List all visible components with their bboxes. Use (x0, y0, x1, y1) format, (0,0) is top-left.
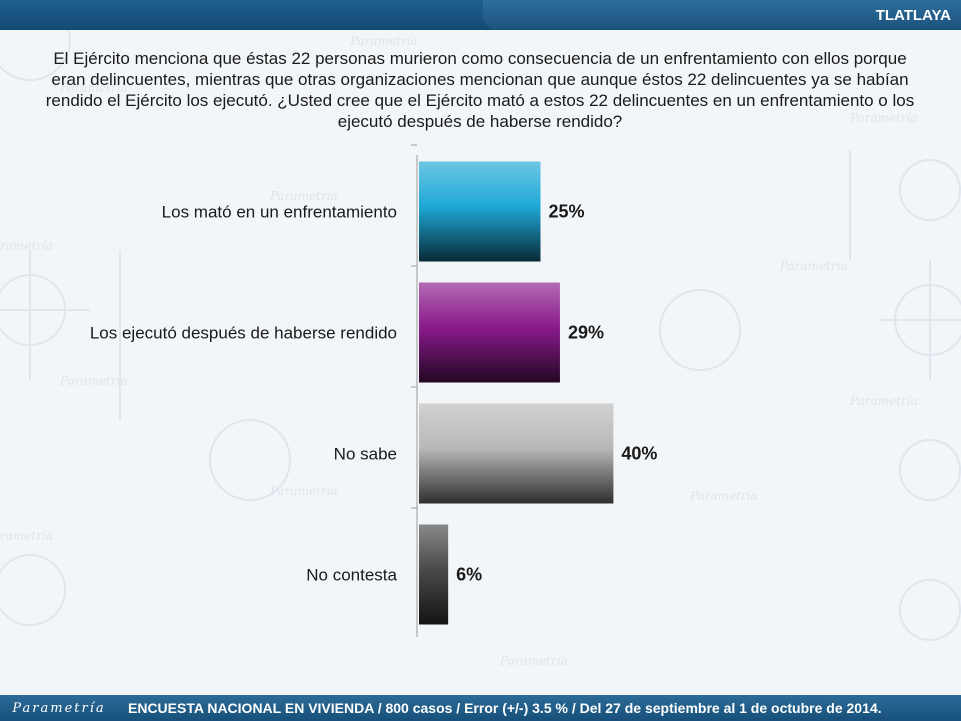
top-bar: TLATLAYA (0, 0, 961, 30)
question-text: El Ejército menciona que éstas 22 person… (45, 49, 915, 131)
category-label: No sabe (334, 445, 397, 464)
data-label: 29% (568, 323, 604, 343)
svg-text:Parametría: Parametría (499, 654, 568, 668)
svg-text:rametría: rametría (0, 529, 53, 543)
data-label: 25% (549, 202, 585, 222)
bar-chart: Los mató en un enfrentamiento 25% Los ejec… (90, 144, 657, 637)
section-tab: TLATLAYA (483, 0, 961, 30)
bar-4 (419, 524, 449, 625)
bar-2 (419, 282, 560, 383)
svg-text:Parametría: Parametría (269, 484, 338, 498)
category-label: Los mató en un enfrentamiento (162, 203, 397, 222)
footer-logo: Parametría (12, 700, 106, 716)
svg-text:Parametría: Parametría (59, 81, 128, 95)
svg-text:Parametría: Parametría (779, 259, 848, 273)
data-label: 40% (621, 444, 657, 464)
svg-text:rametría: rametría (0, 239, 53, 253)
category-label: Los ejecutó después de haberse rendido (90, 324, 397, 343)
section-title: TLATLAYA (875, 6, 951, 24)
svg-text:Parametría: Parametría (689, 489, 758, 503)
svg-text:Parametría: Parametría (849, 111, 918, 125)
footer-bar: Parametría ENCUESTA NACIONAL EN VIVIENDA… (0, 695, 961, 721)
bar-1 (419, 161, 541, 262)
category-label: No contesta (306, 566, 397, 585)
svg-text:Parametría: Parametría (849, 394, 918, 408)
svg-text:Parametría: Parametría (349, 34, 418, 48)
svg-text:Parametría: Parametría (59, 374, 128, 388)
svg-text:Parametría: Parametría (269, 189, 338, 203)
footer-survey-info: ENCUESTA NACIONAL EN VIVIENDA / 800 caso… (128, 700, 882, 716)
bar-3 (419, 403, 614, 504)
data-label: 6% (456, 565, 482, 585)
